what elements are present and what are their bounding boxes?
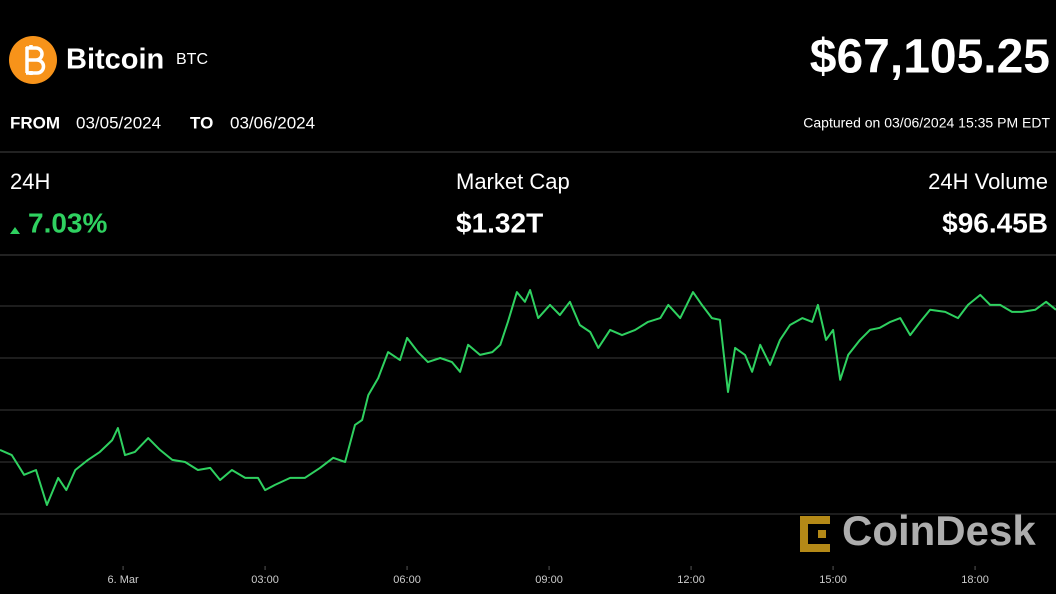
x-tick-label: 18:00 <box>961 574 989 586</box>
x-tick-label: 09:00 <box>535 574 563 586</box>
btc-symbol <box>25 45 46 75</box>
x-tick-label: 03:00 <box>251 574 279 586</box>
x-tick-label: 15:00 <box>819 574 847 586</box>
stat-value: 7.03% <box>28 207 107 238</box>
stat-value: $96.45B <box>942 207 1048 238</box>
to-label: TO <box>190 113 213 132</box>
coin-name: Bitcoin <box>66 44 164 76</box>
from-label: FROM <box>10 113 60 132</box>
chart: 6. Mar 03:00 06:00 09:00 12:00 15:00 18:00 <box>0 289 1056 586</box>
price: $67,105.25 <box>810 31 1050 84</box>
watermark: CoinDesk <box>800 507 1036 554</box>
x-tick-label: 12:00 <box>677 574 705 586</box>
captured: Captured on 03/06/2024 15:35 PM EDT <box>803 115 1050 131</box>
watermark-text: CoinDesk <box>842 507 1036 554</box>
stat-label: 24H Volume <box>928 169 1048 194</box>
stat-label: Market Cap <box>456 169 570 194</box>
from-date: 03/05/2024 <box>76 113 161 132</box>
x-tick-label: 6. Mar <box>107 574 139 586</box>
to-date: 03/06/2024 <box>230 113 315 132</box>
coin-symbol: BTC <box>176 51 208 68</box>
stat-label: 24H <box>10 169 50 194</box>
x-tick-label: 06:00 <box>393 574 421 586</box>
coindesk-logo <box>800 516 830 552</box>
stat-value: $1.32T <box>456 207 543 238</box>
price-line <box>0 289 1056 506</box>
up-arrow <box>10 227 20 234</box>
